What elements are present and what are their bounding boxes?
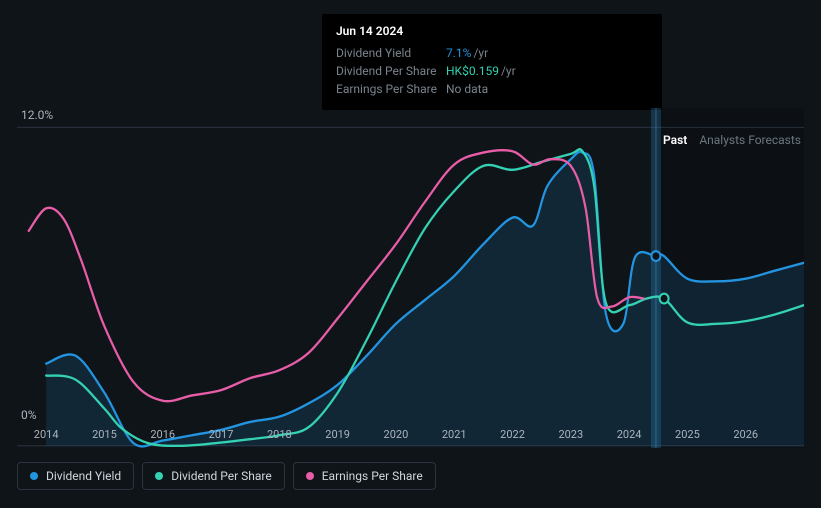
legend-item[interactable]: Earnings Per Share <box>293 462 436 490</box>
x-axis-tick: 2026 <box>733 428 758 441</box>
region-label-forecast: Analysts Forecasts <box>699 133 801 147</box>
chart-plot-area[interactable] <box>17 108 804 448</box>
x-axis-tick: 2021 <box>442 428 467 441</box>
legend-dot-icon <box>30 472 38 480</box>
x-axis-tick: 2017 <box>209 428 234 441</box>
tooltip-date: Jun 14 2024 <box>336 24 648 38</box>
x-axis-tick: 2015 <box>92 428 117 441</box>
tooltip-row-label: Earnings Per Share <box>336 82 446 96</box>
x-axis: 2014 2015 2016 2017 2018 2019 2020 2021 2022 2023… <box>17 428 804 444</box>
x-axis-tick: 2023 <box>558 428 583 441</box>
chart-tooltip: Jun 14 2024 Dividend Yield7.1% /yrDivide… <box>322 14 662 110</box>
region-label-past: Past <box>663 133 687 147</box>
tooltip-row-unit: /yr <box>473 46 488 60</box>
tooltip-row-label: Dividend Yield <box>336 46 446 60</box>
legend-label: Dividend Yield <box>46 469 121 483</box>
x-axis-tick: 2020 <box>384 428 409 441</box>
chart-legend: Dividend Yield Dividend Per Share Earnings… <box>17 462 436 490</box>
region-labels: Past Analysts Forecasts <box>663 133 801 147</box>
x-axis-tick: 2018 <box>267 428 292 441</box>
x-axis-tick: 2025 <box>675 428 700 441</box>
legend-dot-icon <box>306 472 314 480</box>
line-chart <box>17 108 804 448</box>
x-axis-tick: 2019 <box>325 428 350 441</box>
x-axis-tick: 2014 <box>34 428 59 441</box>
tooltip-row: Dividend Yield7.1% /yr <box>336 44 648 62</box>
x-axis-tick: 2022 <box>500 428 525 441</box>
tooltip-row-value: HK$0.159 <box>446 64 499 78</box>
tooltip-row: Dividend Per ShareHK$0.159 /yr <box>336 62 648 80</box>
legend-label: Earnings Per Share <box>322 469 423 483</box>
legend-item[interactable]: Dividend Per Share <box>142 462 285 490</box>
legend-item[interactable]: Dividend Yield <box>17 462 134 490</box>
legend-dot-icon <box>155 472 163 480</box>
tooltip-row-value: No data <box>446 82 488 96</box>
tooltip-row: Earnings Per ShareNo data <box>336 80 648 98</box>
x-axis-tick: 2016 <box>150 428 175 441</box>
tooltip-row-label: Dividend Per Share <box>336 64 446 78</box>
tooltip-row-unit: /yr <box>501 64 516 78</box>
tooltip-row-value: 7.1% <box>446 46 471 60</box>
legend-label: Dividend Per Share <box>171 469 272 483</box>
x-axis-tick: 2024 <box>617 428 642 441</box>
